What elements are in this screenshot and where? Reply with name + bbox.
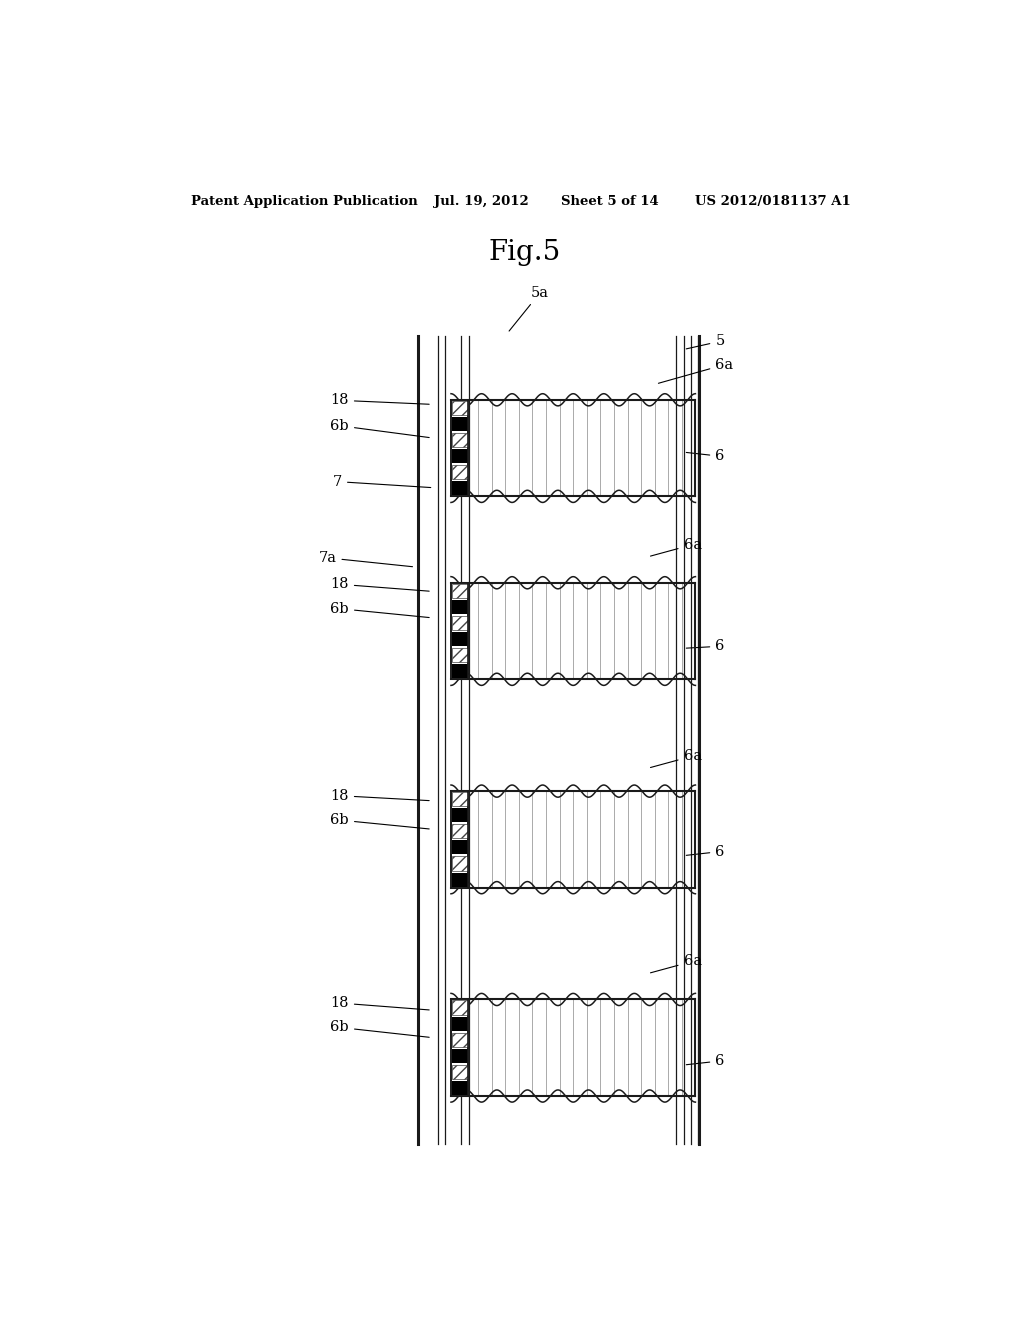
Bar <box>451 400 468 496</box>
Bar <box>452 648 468 663</box>
Bar <box>452 808 468 822</box>
Text: 6: 6 <box>686 845 725 858</box>
Bar <box>452 664 468 678</box>
Text: 18: 18 <box>331 788 429 803</box>
Bar <box>452 1016 468 1031</box>
Bar <box>452 1081 468 1096</box>
Text: 6b: 6b <box>331 418 429 437</box>
Text: 6a: 6a <box>658 358 733 383</box>
Text: 6a: 6a <box>650 537 701 556</box>
Bar <box>452 1001 468 1015</box>
Bar <box>452 599 468 614</box>
Bar <box>451 791 468 887</box>
Bar <box>452 792 468 807</box>
Bar <box>451 400 468 496</box>
Bar <box>452 433 468 447</box>
Text: Sheet 5 of 14: Sheet 5 of 14 <box>560 194 658 207</box>
Text: 6: 6 <box>686 1053 725 1068</box>
Text: US 2012/0181137 A1: US 2012/0181137 A1 <box>695 194 851 207</box>
Text: 6: 6 <box>686 449 725 463</box>
Bar <box>452 482 468 495</box>
Text: Jul. 19, 2012: Jul. 19, 2012 <box>433 194 528 207</box>
Text: 5: 5 <box>686 334 725 348</box>
Bar <box>452 1049 468 1063</box>
Text: Fig.5: Fig.5 <box>488 239 561 267</box>
Bar <box>452 1065 468 1078</box>
Text: Patent Application Publication: Patent Application Publication <box>191 194 418 207</box>
Bar <box>451 999 468 1096</box>
Text: 7a: 7a <box>318 550 413 566</box>
Text: 6b: 6b <box>331 602 429 618</box>
Bar <box>452 873 468 887</box>
Bar <box>452 1032 468 1047</box>
Text: 6b: 6b <box>331 1020 429 1038</box>
Bar <box>452 824 468 838</box>
Bar <box>452 417 468 430</box>
Bar <box>451 582 468 680</box>
Bar <box>451 999 468 1096</box>
Bar <box>452 841 468 854</box>
Bar <box>452 583 468 598</box>
Text: 7: 7 <box>333 475 431 488</box>
Text: 6a: 6a <box>650 954 701 973</box>
Text: 6b: 6b <box>331 813 429 829</box>
Bar <box>451 582 468 680</box>
Text: 6a: 6a <box>650 748 701 767</box>
Bar <box>452 616 468 630</box>
Text: 5a: 5a <box>509 285 549 331</box>
Bar <box>452 449 468 463</box>
Bar <box>452 465 468 479</box>
Bar <box>452 857 468 871</box>
Text: 18: 18 <box>331 997 429 1010</box>
Text: 18: 18 <box>331 577 429 591</box>
Text: 18: 18 <box>331 393 429 408</box>
Bar <box>451 791 468 887</box>
Bar <box>452 632 468 645</box>
Text: 6: 6 <box>686 639 725 653</box>
Bar <box>452 401 468 414</box>
